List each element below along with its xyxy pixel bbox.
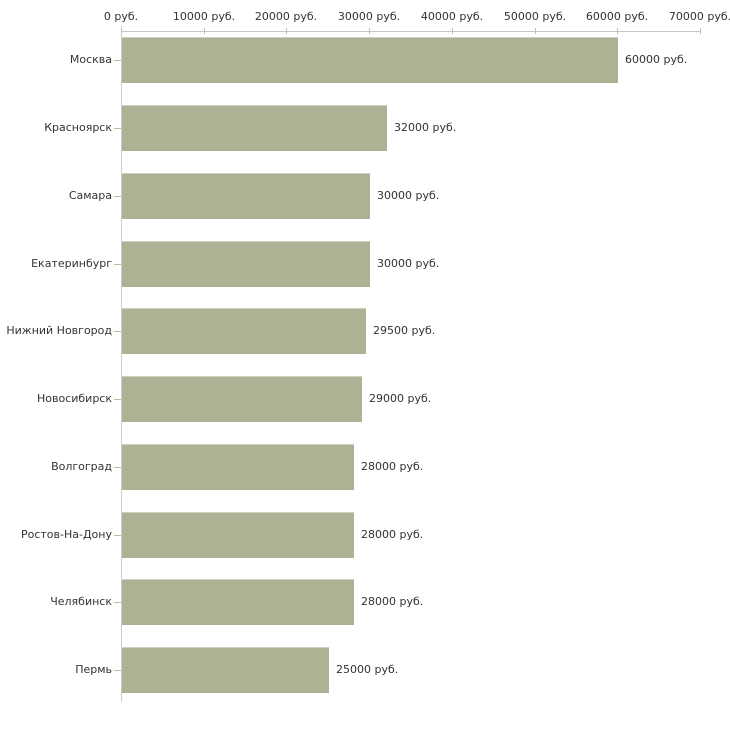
category-label: Самара bbox=[68, 189, 112, 202]
category-tick bbox=[114, 399, 121, 400]
x-axis-tick-label: 20000 руб. bbox=[254, 10, 318, 23]
x-axis-tick bbox=[204, 28, 205, 34]
bar bbox=[122, 173, 370, 219]
bar bbox=[122, 241, 370, 287]
category-label: Ростов-На-Дону bbox=[20, 528, 112, 541]
x-axis-tick-label: 70000 руб. bbox=[668, 10, 730, 23]
x-axis-tick bbox=[617, 28, 618, 34]
bar bbox=[122, 647, 329, 693]
x-axis-tick-label: 0 руб. bbox=[103, 10, 139, 23]
x-axis-tick-label: 40000 руб. bbox=[420, 10, 484, 23]
category-tick bbox=[114, 331, 121, 332]
category-tick bbox=[114, 467, 121, 468]
value-label: 32000 руб. bbox=[394, 121, 457, 134]
x-axis-tick-label: 50000 руб. bbox=[503, 10, 567, 23]
category-tick bbox=[114, 60, 121, 61]
value-label: 30000 руб. bbox=[377, 189, 440, 202]
category-tick bbox=[114, 196, 121, 197]
category-tick bbox=[114, 670, 121, 671]
category-label: Челябинск bbox=[50, 595, 112, 608]
category-label: Красноярск bbox=[44, 121, 112, 134]
value-label: 25000 руб. bbox=[336, 663, 399, 676]
y-axis-line bbox=[121, 26, 122, 702]
category-label: Волгоград bbox=[51, 460, 112, 473]
category-label: Москва bbox=[69, 53, 112, 66]
x-axis-tick-label: 60000 руб. bbox=[585, 10, 649, 23]
x-axis-tick bbox=[535, 28, 536, 34]
bar bbox=[122, 105, 387, 151]
x-axis-tick bbox=[700, 28, 701, 34]
category-tick bbox=[114, 264, 121, 265]
category-label: Новосибирск bbox=[36, 392, 112, 405]
bar bbox=[122, 512, 354, 558]
x-axis-tick bbox=[452, 28, 453, 34]
bar bbox=[122, 444, 354, 490]
x-axis-tick bbox=[121, 28, 122, 34]
value-label: 28000 руб. bbox=[361, 595, 424, 608]
x-axis-tick-label: 30000 руб. bbox=[337, 10, 401, 23]
category-label: Нижний Новгород bbox=[6, 324, 112, 337]
x-axis-tick-label: 10000 руб. bbox=[172, 10, 236, 23]
bar bbox=[122, 37, 618, 83]
x-axis-line bbox=[121, 31, 700, 32]
value-label: 29000 руб. bbox=[369, 392, 432, 405]
category-tick bbox=[114, 602, 121, 603]
bar bbox=[122, 579, 354, 625]
value-label: 28000 руб. bbox=[361, 528, 424, 541]
x-axis-tick bbox=[369, 28, 370, 34]
value-label: 60000 руб. bbox=[625, 53, 688, 66]
category-tick bbox=[114, 128, 121, 129]
category-tick bbox=[114, 535, 121, 536]
value-label: 29500 руб. bbox=[373, 324, 436, 337]
bar bbox=[122, 308, 366, 354]
category-label: Пермь bbox=[75, 663, 112, 676]
value-label: 28000 руб. bbox=[361, 460, 424, 473]
bar bbox=[122, 376, 362, 422]
x-axis-tick bbox=[286, 28, 287, 34]
value-label: 30000 руб. bbox=[377, 257, 440, 270]
category-label: Екатеринбург bbox=[31, 257, 112, 270]
